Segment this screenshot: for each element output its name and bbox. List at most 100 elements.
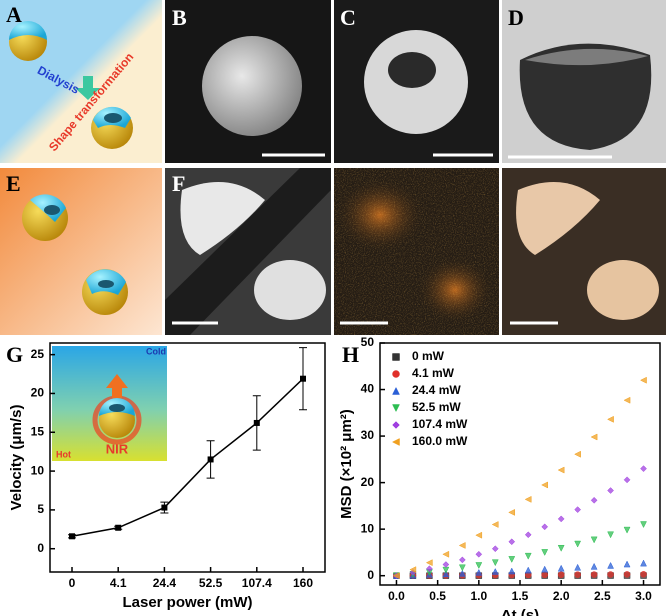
- data-point: [557, 466, 565, 474]
- y-tick-label: 0: [37, 541, 44, 555]
- data-point: [557, 564, 565, 572]
- panel-d: [502, 0, 666, 163]
- panel-b: [165, 0, 331, 163]
- data-point: [590, 571, 598, 578]
- legend-marker: [391, 438, 400, 446]
- legend-label: 24.4 mW: [412, 383, 461, 397]
- y-axis-label: Velocity (μm/s): [8, 405, 25, 511]
- data-point: [590, 536, 598, 544]
- data-point: [442, 550, 450, 558]
- panel-label: B: [172, 5, 187, 30]
- x-tick-label: 0.5: [429, 589, 446, 603]
- data-point: [425, 559, 433, 567]
- data-point: [607, 571, 614, 578]
- data-point: [607, 531, 614, 539]
- legend-label: 160.0 mW: [412, 434, 468, 448]
- panel-c: [334, 0, 499, 163]
- data-point: [524, 495, 532, 503]
- data-point: [574, 506, 582, 513]
- x-tick-label: 0: [69, 576, 76, 590]
- data-point: [574, 563, 582, 571]
- data-point: [392, 572, 400, 580]
- legend-label: 52.5 mW: [412, 400, 461, 414]
- data-point: [442, 561, 450, 568]
- data-point: [458, 556, 466, 564]
- data-point: [442, 566, 450, 574]
- panel-label: C: [340, 5, 356, 30]
- inset-hot: Hot: [56, 449, 71, 459]
- data-point: [557, 571, 565, 578]
- x-tick-label: 1.5: [512, 589, 529, 603]
- data-point: [491, 545, 499, 553]
- panel-label: F: [172, 171, 185, 196]
- legend-marker: [392, 404, 400, 413]
- x-tick-label: 24.4: [153, 576, 177, 590]
- x-tick-label: 1.0: [470, 589, 487, 603]
- data-point: [508, 538, 516, 546]
- data-point: [524, 552, 532, 560]
- x-tick-label: 160: [293, 576, 313, 590]
- legend-marker: [392, 421, 400, 429]
- x-axis-label: Δt (s): [501, 607, 539, 616]
- panel-label: E: [6, 171, 21, 196]
- data-point: [623, 571, 631, 578]
- data-point: [607, 487, 614, 494]
- data-point: [607, 415, 614, 423]
- data-point: [442, 570, 450, 578]
- legend-label: 4.1 mW: [412, 366, 455, 380]
- data-point: [491, 559, 499, 567]
- data-point: [541, 481, 548, 489]
- data-point: [161, 504, 168, 511]
- panel-label: H: [342, 342, 359, 367]
- data-point: [475, 531, 483, 539]
- x-tick-label: 0.0: [388, 589, 405, 603]
- data-point: [458, 569, 466, 577]
- y-tick-label: 40: [361, 382, 375, 396]
- data-point: [491, 521, 499, 528]
- x-tick-label: 4.1: [110, 576, 127, 590]
- data-point: [115, 524, 122, 531]
- panel-a: Dialysis Shape transformation: [0, 0, 162, 163]
- inset-nir: NIR: [106, 441, 129, 456]
- data-point: [574, 571, 581, 578]
- data-point: [607, 561, 614, 569]
- panel-eds-map: [334, 168, 499, 335]
- data-point: [590, 562, 598, 570]
- panel-label: D: [508, 5, 524, 30]
- panel-label: A: [6, 2, 22, 27]
- data-point: [541, 565, 549, 573]
- data-point: [590, 496, 598, 504]
- panel-f: [165, 168, 331, 335]
- data-point: [640, 571, 647, 578]
- y-tick-label: 0: [367, 568, 374, 582]
- x-tick-label: 52.5: [199, 576, 223, 590]
- data-point: [253, 419, 260, 426]
- data-point: [574, 450, 581, 458]
- data-point: [639, 376, 647, 384]
- data-point: [508, 508, 516, 516]
- data-point: [623, 526, 631, 534]
- y-tick-label: 15: [31, 424, 45, 438]
- legend-label: 107.4 mW: [412, 417, 468, 431]
- panel-e: [0, 168, 162, 335]
- y-tick-label: 30: [361, 428, 375, 442]
- panel-label: G: [6, 342, 23, 367]
- x-tick-label: 107.4: [242, 576, 272, 590]
- legend-marker: [392, 370, 400, 378]
- y-tick-label: 20: [31, 386, 45, 400]
- data-point: [508, 556, 516, 563]
- data-point: [640, 465, 647, 473]
- data-point: [541, 549, 549, 556]
- data-point: [557, 515, 565, 523]
- data-point: [590, 433, 598, 441]
- data-point: [541, 523, 549, 531]
- y-tick-label: 10: [361, 521, 375, 535]
- inset-cold: Cold: [146, 346, 166, 356]
- data-point: [640, 521, 647, 529]
- data-point: [491, 567, 499, 575]
- data-point: [508, 567, 516, 575]
- panel-labels: A B C D E F G H: [6, 2, 524, 367]
- data-point: [475, 562, 483, 570]
- legend-label: 0 mW: [412, 349, 445, 363]
